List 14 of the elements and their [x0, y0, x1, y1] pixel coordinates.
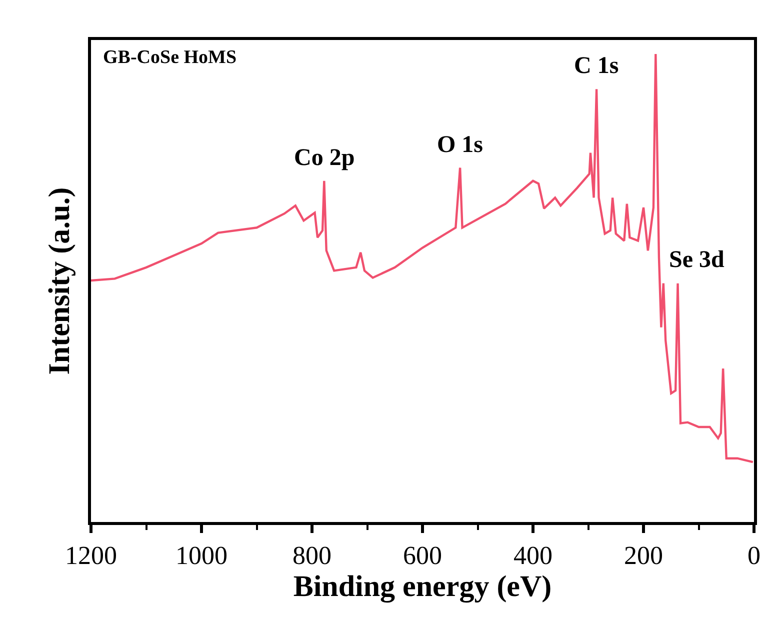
annotation: Co 2p: [294, 145, 355, 171]
x-tick-label: 0: [748, 541, 760, 570]
x-tick-label: 400: [514, 541, 552, 570]
x-tick-label: 1000: [176, 541, 228, 570]
x-axis-title: Binding energy (eV): [293, 570, 552, 604]
x-tick-label: 1200: [65, 541, 117, 570]
annotation: C 1s: [574, 53, 619, 79]
x-tick-label: 800: [292, 541, 332, 570]
annotation: Se 3d: [669, 247, 725, 273]
chart-title: GB-CoSe HoMS: [103, 47, 237, 68]
x-tick-label: 200: [624, 541, 663, 570]
annotation: O 1s: [437, 132, 484, 158]
y-axis-title: Intensity (a.u.): [43, 187, 76, 375]
x-tick-label: 600: [403, 541, 442, 570]
